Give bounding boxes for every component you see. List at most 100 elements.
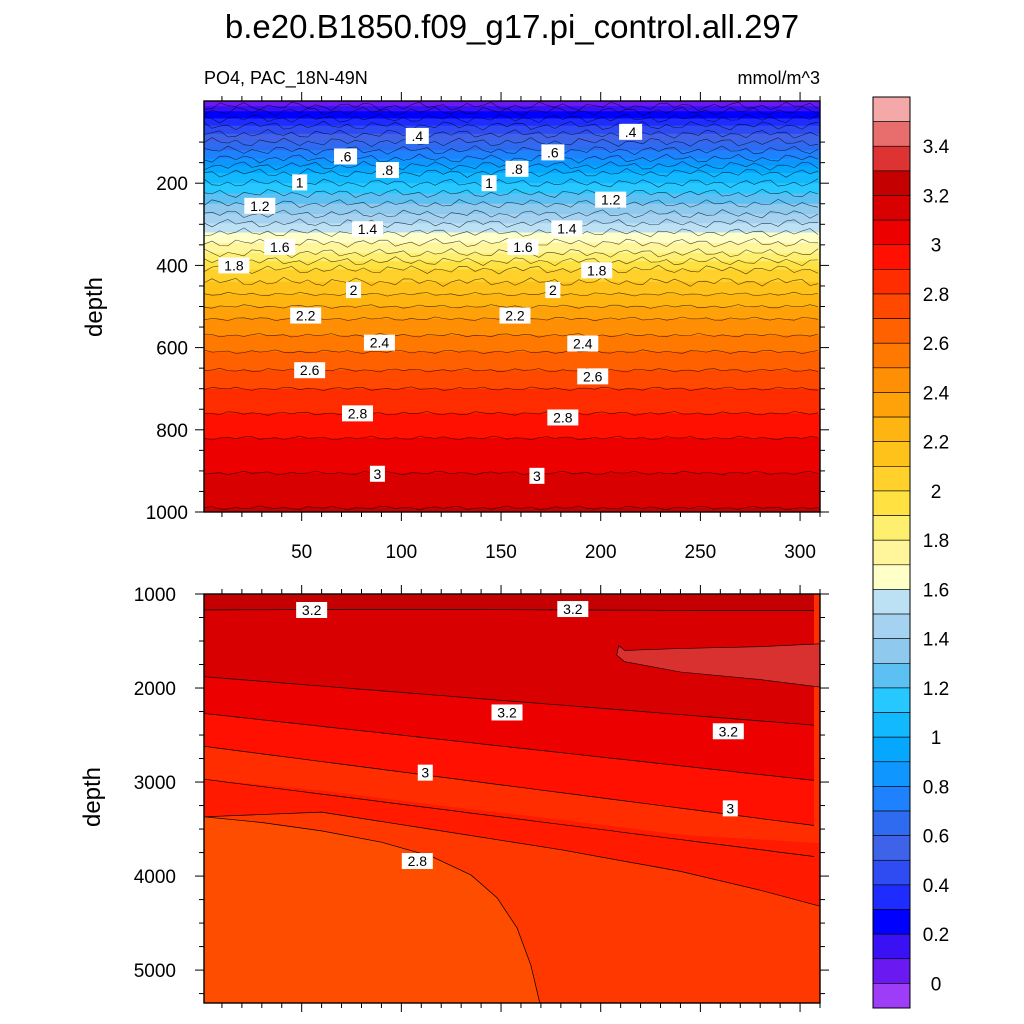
upper-contour-label-text: 3 (533, 468, 541, 484)
upper-fill-band (204, 346, 820, 349)
upper-fill-band (204, 271, 820, 274)
lower-contour-line (204, 745, 815, 826)
upper-contour-label: 1.2 (595, 191, 627, 208)
upper-fill-band (204, 255, 820, 257)
upper-fill-band (204, 412, 820, 414)
upper-fill-band (204, 130, 820, 133)
upper-contour-label-text: 1.8 (587, 262, 607, 278)
upper-fill-band (204, 425, 820, 428)
upper-fill-band (204, 343, 820, 346)
upper-fill-band (204, 415, 820, 418)
lower-contour-label-box (417, 764, 433, 781)
upper-contour-label-text: .6 (547, 144, 559, 160)
upper-contour-label-box (595, 191, 627, 208)
upper-fill-band (204, 149, 820, 151)
x-tick-label: 100 (386, 542, 418, 563)
colorbar-swatch (872, 835, 911, 861)
upper-fill-band (204, 186, 820, 188)
upper-fill-band (204, 137, 820, 140)
upper-fill-band (204, 398, 820, 401)
colorbar-swatch (872, 269, 911, 295)
upper-fill-band (204, 499, 820, 502)
upper-fill-band (204, 298, 820, 300)
upper-fill-band (204, 236, 820, 239)
colorbar-swatch (872, 145, 911, 172)
upper-fill-band (204, 419, 820, 422)
upper-fill-band (204, 467, 820, 470)
colorbar-swatch (872, 859, 911, 886)
upper-fill-band (204, 326, 820, 328)
upper-fill-band (204, 285, 820, 288)
upper-fill-band (204, 397, 820, 400)
upper-fill-band (204, 332, 820, 334)
upper-fill-band (204, 275, 820, 278)
upper-fill-band (204, 214, 820, 216)
upper-fill-band (204, 421, 820, 424)
lower-contour-label-text: 3.2 (302, 602, 322, 618)
upper-fill-band (204, 493, 820, 496)
upper-fill-band (204, 384, 820, 387)
upper-fill-band (204, 113, 820, 115)
upper-fill-band (204, 158, 820, 161)
upper-fill-band (204, 180, 820, 182)
upper-fill-band (204, 473, 820, 476)
upper-fill-band (204, 453, 820, 456)
upper-fill-band (204, 418, 820, 421)
upper-fill-band (204, 198, 820, 201)
upper-fill-band (204, 208, 820, 211)
upper-contour-label-box (541, 144, 565, 161)
upper-fill-band (204, 367, 820, 369)
upper-contour-label-box (481, 175, 497, 192)
upper-fill-band (204, 440, 820, 442)
upper-contour-label-text: 2.4 (573, 335, 593, 351)
upper-contour-line (204, 505, 819, 511)
upper-fill-band (204, 260, 820, 262)
upper-fill-band (204, 402, 820, 404)
upper-fill-band (204, 200, 820, 203)
upper-fill-band (204, 388, 820, 391)
colorbar-label: 3.2 (923, 186, 949, 207)
upper-fill-band (204, 226, 820, 228)
upper-fill-band (204, 506, 820, 509)
upper-fill-band (204, 455, 820, 458)
x-tick-label: 150 (485, 542, 517, 563)
upper-contour-label: 1.4 (551, 220, 583, 237)
upper-fill-band (204, 202, 820, 205)
upper-contour-label-box (218, 257, 250, 274)
upper-contour-label: 1.8 (581, 262, 613, 279)
upper-fill-band (204, 378, 820, 381)
lower-band-3p2 (204, 594, 814, 611)
upper-fill-band (204, 235, 820, 238)
lower-contour-line (204, 811, 820, 907)
upper-fill-band (204, 484, 820, 486)
upper-fill-band (204, 154, 820, 157)
upper-fill-band (204, 507, 820, 510)
colorbar-label: 2.4 (923, 383, 950, 404)
lower-band-2p85b (204, 812, 820, 1003)
upper-fill-band (204, 494, 820, 497)
colorbar-swatch (872, 613, 911, 639)
upper-fill-band (204, 354, 820, 357)
upper-fill-band (204, 191, 820, 194)
upper-contour-label-box (342, 405, 374, 422)
upper-fill-band (204, 435, 820, 438)
upper-fill-band (204, 353, 820, 356)
upper-contour-label-text: 3 (374, 466, 382, 482)
upper-fill-band (204, 306, 820, 309)
upper-fill-band (204, 376, 820, 378)
upper-contour-label-text: 2.8 (553, 409, 573, 425)
colorbar-swatch (872, 441, 911, 467)
upper-fill-band (204, 263, 820, 265)
upper-fill-band (204, 462, 820, 465)
upper-contour-label: 3 (369, 465, 385, 482)
upper-fill-band (204, 404, 820, 406)
upper-fill-band (204, 210, 820, 213)
lower-fill (204, 594, 820, 1003)
upper-contour-label-box (334, 148, 358, 165)
upper-contour-label-text: 2 (350, 282, 358, 298)
upper-fill-band (204, 342, 820, 345)
lower-y-tick-label: 5000 (134, 961, 176, 982)
upper-fill-band (204, 261, 820, 263)
upper-fill-band (204, 416, 820, 419)
upper-fill-band (204, 178, 820, 180)
